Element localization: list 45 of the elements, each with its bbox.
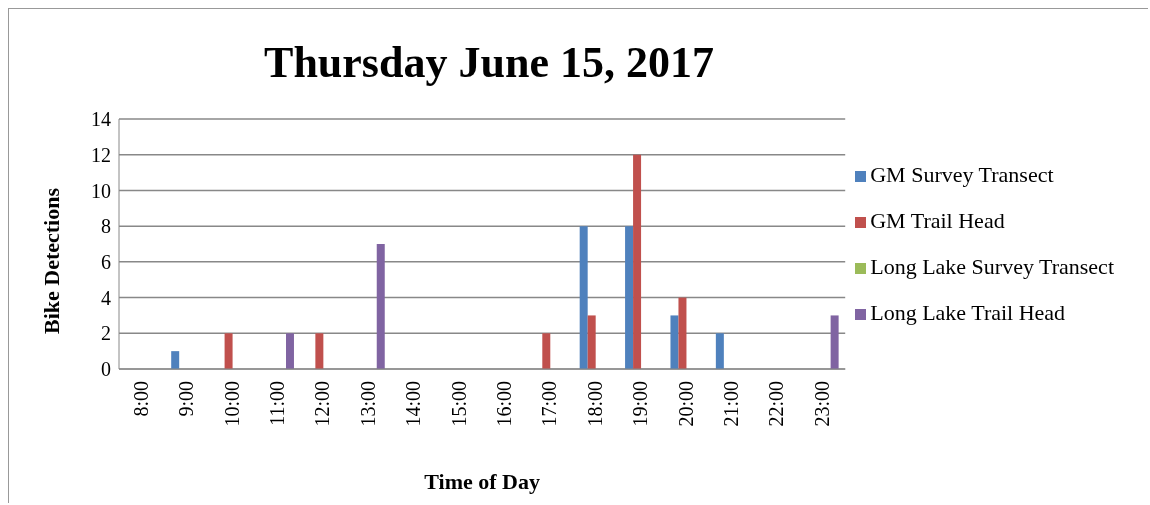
x-tick-label: 14:00 xyxy=(402,381,425,427)
y-tick-label: 10 xyxy=(91,179,111,202)
bar xyxy=(678,297,687,369)
y-tick-label: 14 xyxy=(91,108,111,131)
x-tick-label: 23:00 xyxy=(810,381,833,427)
bar xyxy=(715,333,724,369)
bar xyxy=(587,315,596,369)
chart-title: Thursday June 15, 2017 xyxy=(263,37,715,88)
bar xyxy=(633,154,642,369)
x-tick-label: 9:00 xyxy=(175,381,198,417)
bar xyxy=(376,244,385,369)
bar xyxy=(579,226,588,369)
x-tick-label: 22:00 xyxy=(765,381,788,427)
bar xyxy=(542,333,551,369)
legend-label: GM Trail Head xyxy=(870,208,1005,233)
bar xyxy=(625,226,634,369)
bar xyxy=(171,351,180,369)
bar xyxy=(830,315,839,369)
x-tick-label: 19:00 xyxy=(629,381,652,427)
y-tick-label: 6 xyxy=(101,250,111,273)
bar xyxy=(315,333,324,369)
y-tick-label: 8 xyxy=(101,215,111,238)
x-tick-label: 13:00 xyxy=(356,381,379,427)
y-tick-label: 0 xyxy=(101,358,111,381)
x-tick-label: 18:00 xyxy=(583,381,606,427)
y-axis-title: Bike Detections xyxy=(38,187,64,334)
x-tick-label: 21:00 xyxy=(719,381,742,427)
x-tick-label: 20:00 xyxy=(674,381,697,427)
legend-label: GM Survey Transect xyxy=(870,162,1054,187)
x-tick-label: 11:00 xyxy=(266,381,289,426)
y-tick-label: 4 xyxy=(101,286,111,309)
legend-label: Long Lake Survey Transect xyxy=(870,254,1114,279)
x-tick-label: 17:00 xyxy=(538,381,561,427)
bar xyxy=(670,315,679,369)
bar xyxy=(224,333,233,369)
x-tick-label: 15:00 xyxy=(447,381,470,427)
x-tick-label: 16:00 xyxy=(493,381,515,427)
legend-label: Long Lake Trail Head xyxy=(870,300,1066,325)
bar xyxy=(285,333,294,369)
y-tick-label: 2 xyxy=(101,322,111,345)
x-tick-label: 10:00 xyxy=(220,381,243,427)
x-tick-label: 8:00 xyxy=(129,381,152,417)
x-axis-title: Time of Day xyxy=(424,469,540,494)
y-tick-label: 12 xyxy=(91,143,111,166)
x-tick-label: 12:00 xyxy=(311,381,334,427)
